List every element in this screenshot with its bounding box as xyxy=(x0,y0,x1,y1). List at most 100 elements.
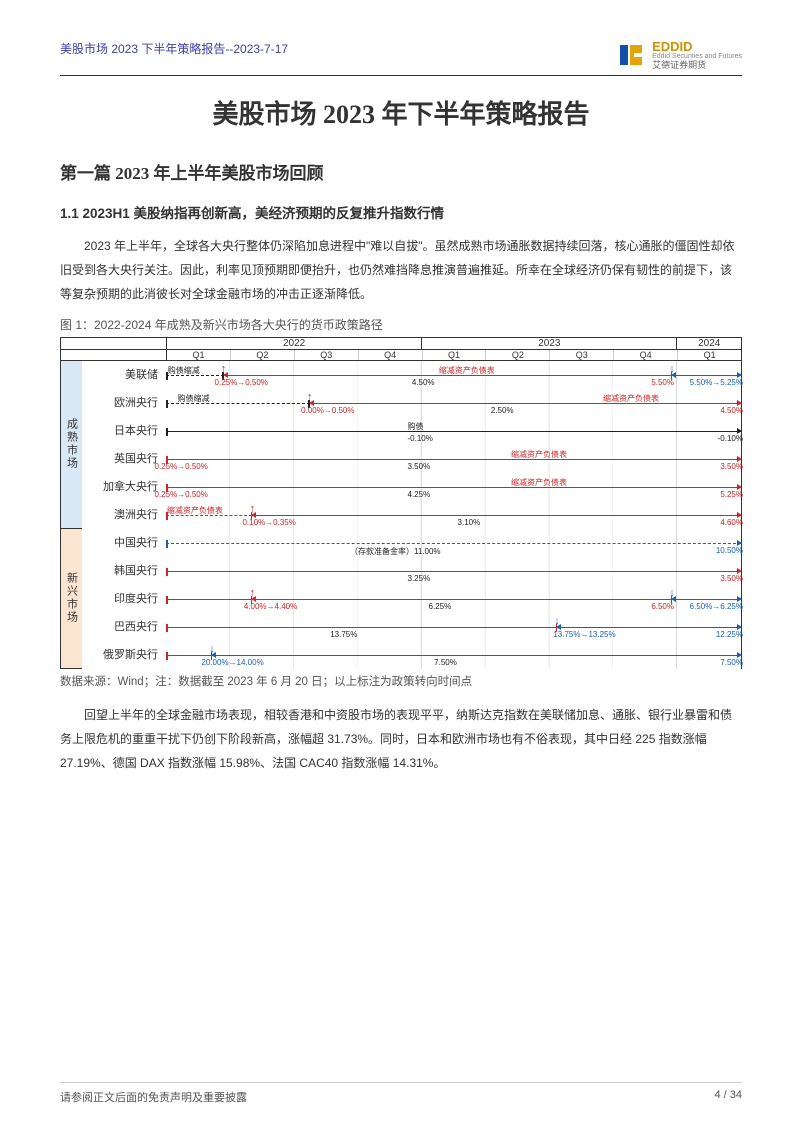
bank-name: 欧洲央行 xyxy=(82,389,166,417)
policy-turn-icon: ↑ xyxy=(221,363,227,375)
policy-segment: 缩减资产负债表0.25%→0.50%4.50%5.50% xyxy=(224,375,673,376)
timeline-lane: 3.25%3.50% xyxy=(166,557,742,585)
year-label: 2024 xyxy=(677,338,741,349)
timeline-lane: 20.00%→14.00%7.50%7.50%↓ xyxy=(166,641,742,669)
rate-far-label: 6.50% xyxy=(651,602,674,611)
timeline-lane: 缩减资产负债表0.25%→0.50%3.50%3.50% xyxy=(166,445,742,473)
rate-mid-label: 7.50% xyxy=(434,658,457,667)
policy-segment: （存款准备金率）11.00%10.50% xyxy=(166,543,741,544)
bank-row: 澳洲央行缩减资产负债表0.10%→0.35%3.10%4.60%↑ xyxy=(82,501,742,529)
timeline-lane: 购债 -0.10% -0.10% xyxy=(166,417,742,445)
timeline-lane: 13.75%13.75%→13.25%12.25%↓ xyxy=(166,613,742,641)
policy-turn-icon: ↑ xyxy=(250,587,256,599)
policy-segment: 缩减资产负债表 xyxy=(166,515,252,516)
rate-far-label: 5.50% xyxy=(651,378,674,387)
figure-caption: 图 1：2022-2024 年成熟及新兴市场各大央行的货币政策路径 xyxy=(60,316,742,333)
rate-start-label: 0.25%→0.50% xyxy=(155,462,208,471)
rate-far-label: 10.50% xyxy=(716,546,743,555)
paragraph-1: 2023 年上半年，全球各大央行整体仍深陷加息进程中"难以自拔"。虽然成熟市场通… xyxy=(60,234,742,306)
market-group-label: 成熟市场 xyxy=(60,361,82,529)
market-group-label: 新兴市场 xyxy=(60,529,82,669)
rate-far-label: 5.50%→5.25% xyxy=(690,378,743,387)
logo-text-en: EDDID xyxy=(652,40,742,53)
bank-name: 韩国央行 xyxy=(82,557,166,585)
policy-segment: 缩减资产负债表0.25%→0.50%3.50%3.50% xyxy=(166,459,741,460)
quarter-label: Q3 xyxy=(550,350,614,360)
rate-far-label: 4.60% xyxy=(720,518,743,527)
policy-segment: 13.75% xyxy=(166,627,557,628)
quarter-label: Q1 xyxy=(423,350,487,360)
rate-mid-label: 3.25% xyxy=(408,574,431,583)
bank-row: 印度央行4.00%→4.40%6.25%6.50%6.50%→6.25%↑↓ xyxy=(82,585,742,613)
policy-turn-icon: ↓ xyxy=(209,643,215,655)
quarter-label: Q4 xyxy=(359,350,423,360)
bank-row: 日本央行 购债 -0.10% -0.10% xyxy=(82,417,742,445)
rate-mid-label: 3.50% xyxy=(408,462,431,471)
bank-row: 加拿大央行缩减资产负债表0.25%→0.50%4.25%5.25% xyxy=(82,473,742,501)
quarter-label: Q2 xyxy=(486,350,550,360)
timeline-lane: 4.00%→4.40%6.25%6.50%6.50%→6.25%↑↓ xyxy=(166,585,742,613)
rate-mid-label: 4.25% xyxy=(408,490,431,499)
footer-disclaimer: 请参阅正文后面的免责声明及重要披露 xyxy=(60,1089,247,1105)
bank-name: 日本央行 xyxy=(82,417,166,445)
rate-far-label: -0.10% xyxy=(718,434,743,443)
rate-start-label: 4.00%→4.40% xyxy=(244,602,297,611)
segment-label: 缩减资产负债表 xyxy=(167,505,223,516)
segment-label: 购债 xyxy=(408,421,424,432)
rate-start-label: 13.75%→13.25% xyxy=(553,630,615,639)
timeline-lane: 购债缩减缩减资产负债表0.25%→0.50%4.50%5.50% 5.50%→5.… xyxy=(166,361,742,389)
rate-start-label: 0.25%→0.50% xyxy=(155,490,208,499)
segment-label: 购债缩减 xyxy=(178,393,210,404)
rate-mid-label: -0.10% xyxy=(408,434,433,443)
policy-segment: 购债缩减 xyxy=(166,403,310,404)
rate-far-label: 4.50% xyxy=(720,406,743,415)
timeline-lane: 缩减资产负债表0.25%→0.50%4.25%5.25% xyxy=(166,473,742,501)
subsection-heading: 1.1 2023H1 美股纳指再创新高，美经济预期的反复推升指数行情 xyxy=(60,202,742,222)
year-label: 2023 xyxy=(422,338,677,349)
header-note: 美股市场 2023 下半年策略报告--2023-7-17 xyxy=(60,40,288,57)
bank-row: 韩国央行3.25%3.50% xyxy=(82,557,742,585)
bank-name: 英国央行 xyxy=(82,445,166,473)
bank-name: 印度央行 xyxy=(82,585,166,613)
rate-far-label: 12.25% xyxy=(716,630,743,639)
segment-label: 购债缩减 xyxy=(168,365,200,376)
bank-name: 巴西央行 xyxy=(82,613,166,641)
logo-mark-icon xyxy=(618,41,646,69)
policy-path-chart: 202220232024Q1Q2Q3Q4Q1Q2Q3Q4Q1成熟市场美联储购债缩… xyxy=(60,337,742,669)
figure-source: 数据来源：Wind；注：数据截至 2023 年 6 月 20 日；以上标注为政策… xyxy=(60,673,742,689)
timeline-lane: 缩减资产负债表0.10%→0.35%3.10%4.60%↑ xyxy=(166,501,742,529)
rate-far-label: 7.50% xyxy=(720,658,743,667)
bank-name: 美联储 xyxy=(82,361,166,389)
bank-name: 俄罗斯央行 xyxy=(82,641,166,669)
page-title: 美股市场 2023 年下半年策略报告 xyxy=(60,94,742,131)
policy-segment: 20.00%→14.00%7.50%7.50% xyxy=(212,655,741,656)
policy-segment: 购债-0.10%-0.10% xyxy=(166,431,741,432)
bank-row: 英国央行缩减资产负债表0.25%→0.50%3.50%3.50% xyxy=(82,445,742,473)
rate-mid-label: （存款准备金率）11.00% xyxy=(350,546,441,557)
timeline-lane: （存款准备金率）11.00% 10.50% xyxy=(166,529,742,557)
rate-far-label: 3.50% xyxy=(720,462,743,471)
rate-mid-label: 2.50% xyxy=(491,406,514,415)
segment-label: 缩减资产负债表 xyxy=(439,365,495,376)
rate-mid-label: 4.50% xyxy=(412,378,435,387)
quarter-label: Q1 xyxy=(678,350,741,360)
rate-start-label: 0.00%→0.50% xyxy=(301,406,354,415)
section-heading: 第一篇 2023 年上半年美股市场回顾 xyxy=(60,159,742,184)
quarter-label: Q3 xyxy=(295,350,359,360)
policy-segment: 13.75%→13.25%12.25% xyxy=(557,627,741,628)
quarter-label: Q4 xyxy=(614,350,678,360)
rate-start-label: 0.10%→0.35% xyxy=(242,518,295,527)
bank-row: 美联储购债缩减缩减资产负债表0.25%→0.50%4.50%5.50% 5.50%… xyxy=(82,361,742,389)
page-number: 4 / 34 xyxy=(714,1089,742,1105)
quarter-label: Q2 xyxy=(231,350,295,360)
brand-logo: EDDID Eddid Securities and Futures 艾德证券期… xyxy=(618,40,742,71)
rate-mid-label: 6.25% xyxy=(429,602,452,611)
bank-row: 俄罗斯央行20.00%→14.00%7.50%7.50%↓ xyxy=(82,641,742,669)
rate-mid-label: 3.10% xyxy=(458,518,481,527)
year-label: 2022 xyxy=(167,338,422,349)
segment-label: 缩减资产负债表 xyxy=(603,393,659,404)
policy-segment xyxy=(166,599,252,600)
policy-turn-icon: ↓ xyxy=(669,363,675,375)
policy-segment: 0.10%→0.35%3.10%4.60% xyxy=(252,515,741,516)
policy-segment: 6.50%→6.25% xyxy=(672,599,741,600)
